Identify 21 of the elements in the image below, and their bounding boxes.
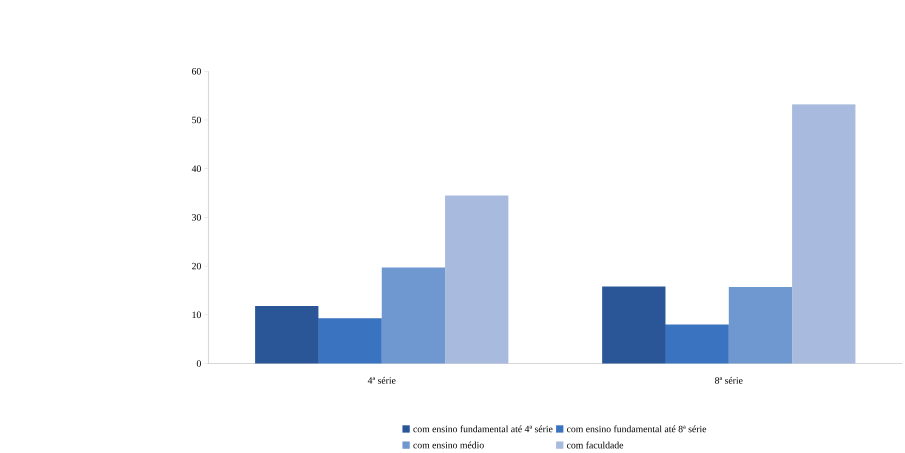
y-tick-label: 30 [192, 214, 201, 221]
y-tick-label: 50 [192, 116, 201, 124]
bar [602, 286, 666, 364]
bar [665, 324, 729, 364]
bar [728, 287, 792, 364]
y-tick-label: 0 [196, 360, 201, 367]
bar [318, 318, 382, 364]
legend-label: com ensino fundamental até 8ª série [566, 425, 706, 432]
y-tick-label: 20 [192, 262, 201, 270]
bar [382, 268, 446, 364]
legend-label: com ensino médio [413, 442, 484, 448]
bar [255, 306, 318, 364]
y-tick-label: 10 [192, 312, 201, 318]
bar [445, 196, 508, 364]
x-tick-label: 4ª série [368, 377, 396, 384]
y-tick-label: 60 [192, 68, 201, 75]
legend-label: com ensino fundamental até 4ª série [413, 425, 553, 432]
x-tick-label: 8ª série [715, 377, 743, 384]
y-tick-label: 40 [192, 166, 201, 172]
bar [792, 104, 856, 364]
legend-label: com faculdade [566, 442, 624, 449]
